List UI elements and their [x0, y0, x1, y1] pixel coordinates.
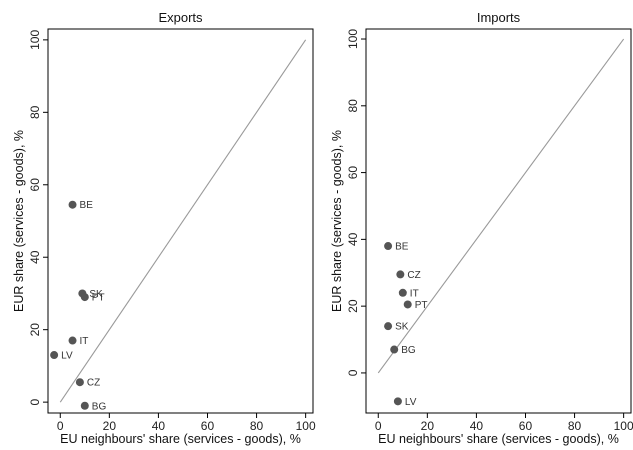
point-label-pt: PT — [92, 293, 105, 304]
point-label-sk: SK — [89, 289, 103, 300]
point-label-lv: LV — [61, 351, 73, 362]
point-pt — [403, 300, 412, 309]
point-label-be: BE — [80, 200, 94, 211]
point-it — [398, 288, 407, 297]
point-label-it: IT — [80, 336, 89, 347]
y-tick-label: 20 — [346, 299, 360, 313]
x-tick-label: 40 — [152, 419, 166, 433]
point-bg — [80, 401, 89, 410]
point-cz — [396, 270, 405, 279]
chart-title: Exports — [158, 10, 203, 25]
point-bg — [390, 345, 399, 354]
x-tick-label: 80 — [250, 419, 264, 433]
x-tick-label: 80 — [568, 419, 582, 433]
point-label-bg: BG — [92, 401, 107, 412]
y-tick-label: 60 — [346, 166, 360, 180]
y-tick-label: 60 — [28, 178, 42, 192]
y-tick-label: 0 — [346, 369, 360, 376]
x-tick-label: 0 — [57, 419, 64, 433]
x-tick-label: 100 — [296, 419, 316, 433]
chart-title: Imports — [477, 10, 521, 25]
x-tick-label: 0 — [375, 419, 382, 433]
y-tick-label: 40 — [28, 250, 42, 264]
reference-line — [377, 38, 625, 374]
y-tick-label: 80 — [346, 99, 360, 113]
point-label-cz: CZ — [407, 270, 420, 281]
plot-frame — [365, 28, 632, 414]
point-be — [68, 200, 77, 209]
point-lv — [393, 397, 402, 406]
point-label-bg: BG — [401, 345, 416, 356]
point-cz — [75, 378, 84, 387]
y-axis-label: EUR share (services - goods), % — [12, 130, 26, 312]
x-tick-label: 20 — [421, 419, 435, 433]
reference-line — [59, 39, 307, 403]
y-tick-label: 80 — [28, 105, 42, 119]
point-label-be: BE — [395, 242, 409, 253]
point-lv — [50, 351, 59, 360]
y-tick-label: 100 — [346, 29, 360, 49]
x-tick-label: 60 — [201, 419, 215, 433]
point-sk — [384, 322, 393, 331]
point-label-lv: LV — [405, 397, 417, 408]
point-label-it: IT — [410, 288, 419, 299]
x-axis-label: EU neighbours' share (services - goods),… — [378, 432, 619, 446]
x-axis-label: EU neighbours' share (services - goods),… — [60, 432, 301, 446]
x-tick-label: 100 — [614, 419, 633, 433]
x-tick-label: 60 — [519, 419, 533, 433]
point-label-cz: CZ — [87, 378, 100, 389]
y-tick-label: 0 — [28, 398, 42, 405]
point-label-sk: SK — [395, 322, 409, 333]
point-it — [68, 336, 77, 345]
point-pt — [80, 293, 89, 302]
x-tick-label: 20 — [103, 419, 117, 433]
y-tick-label: 20 — [28, 323, 42, 337]
x-tick-label: 40 — [470, 419, 484, 433]
y-axis-label: EUR share (services - goods), % — [330, 130, 344, 312]
point-label-pt: PT — [415, 300, 428, 311]
point-be — [384, 242, 393, 251]
y-tick-label: 40 — [346, 232, 360, 246]
y-tick-label: 100 — [28, 30, 42, 50]
plot-frame — [47, 28, 314, 414]
